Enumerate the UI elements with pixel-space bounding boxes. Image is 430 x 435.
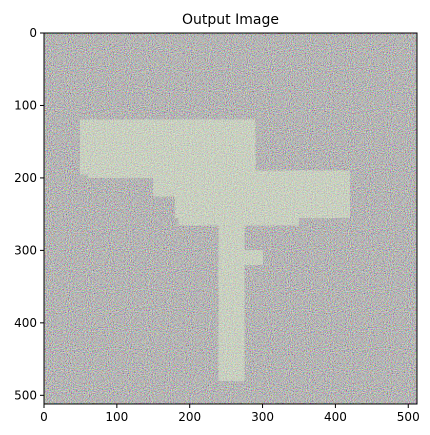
figure-stroke-4: [215, 214, 248, 384]
figure-stroke-5: [226, 247, 266, 268]
x-tick-label: 300: [251, 410, 274, 424]
x-tick-label: 500: [397, 410, 420, 424]
image-noise-layer: [44, 33, 417, 404]
x-tick-label: 200: [178, 410, 201, 424]
x-tick-label: 100: [105, 410, 128, 424]
y-tick-label: 0: [29, 26, 37, 40]
axes-frame: [43, 32, 418, 405]
y-tick-label: 400: [14, 316, 37, 330]
figure-stroke-0: [77, 116, 259, 178]
figure-stroke-3: [175, 193, 302, 229]
x-tick-label: 400: [324, 410, 347, 424]
y-axis: 0 100 200 300 400 500: [14, 26, 44, 402]
figure-stroke-2: [172, 167, 353, 221]
figure-stroke-6: [150, 138, 193, 200]
figure-stroke-1: [84, 149, 237, 181]
y-tick-label: 500: [14, 388, 37, 402]
chart-title: Output Image: [182, 12, 279, 28]
figure-outline: [77, 116, 353, 384]
x-axis: 0 100 200 300 400 500: [40, 404, 420, 424]
y-tick-label: 300: [14, 243, 37, 257]
output-image: [44, 33, 417, 404]
x-tick-label: 0: [40, 410, 48, 424]
y-tick-label: 100: [14, 98, 37, 112]
y-tick-label: 200: [14, 171, 37, 185]
